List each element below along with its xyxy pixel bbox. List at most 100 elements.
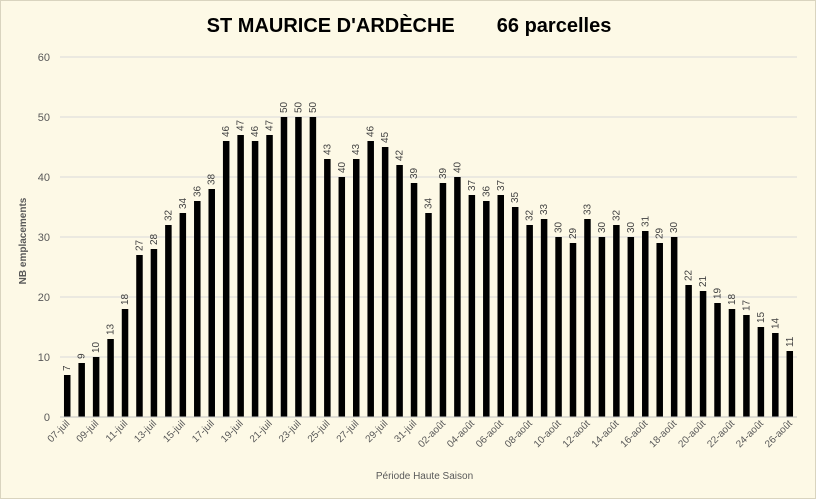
data-label: 40: [452, 161, 463, 173]
data-label: 50: [279, 101, 290, 113]
bar: [179, 213, 187, 417]
bars: [63, 117, 794, 417]
x-tick-label: 02-août: [416, 418, 448, 450]
data-label: 50: [293, 101, 304, 113]
data-label: 27: [134, 239, 145, 251]
data-label: 37: [467, 179, 478, 191]
data-label: 19: [713, 287, 724, 299]
x-tick-label: 15-juil: [161, 418, 188, 445]
data-label: 13: [106, 323, 117, 335]
x-tick-label: 18-août: [648, 418, 680, 450]
data-label: 30: [669, 221, 680, 233]
x-tick-label: 26-août: [763, 418, 795, 450]
data-label: 30: [626, 221, 637, 233]
data-label: 18: [120, 293, 131, 305]
bar: [526, 225, 533, 417]
data-label: 33: [539, 203, 550, 215]
bar: [613, 225, 620, 417]
x-tick-label: 06-août: [474, 418, 506, 450]
x-tick-label: 21-juil: [248, 418, 275, 445]
bar: [670, 237, 678, 417]
bar: [352, 159, 360, 417]
bar: [251, 141, 259, 417]
x-tick-label: 10-août: [532, 418, 564, 450]
y-tick-label: 40: [38, 172, 50, 184]
bar: [338, 177, 346, 417]
x-tick-label: 12-août: [561, 418, 593, 450]
x-tick-label: 23-juil: [277, 418, 304, 445]
x-tick-label: 24-août: [734, 418, 766, 450]
x-axis-title: Période Haute Saison: [376, 471, 473, 482]
bar: [266, 135, 273, 417]
bar: [280, 117, 288, 417]
bar: [685, 285, 692, 417]
bar: [555, 237, 562, 417]
data-label: 42: [395, 149, 406, 161]
bar: [367, 141, 374, 417]
x-tick-label: 14-août: [590, 418, 622, 450]
bar: [150, 249, 158, 417]
data-label: 14: [770, 317, 781, 329]
data-label: 37: [496, 179, 507, 191]
bar: [381, 147, 389, 417]
data-label: 29: [568, 227, 579, 239]
data-label: 21: [698, 275, 709, 287]
data-label: 17: [741, 299, 752, 311]
y-tick-label: 50: [38, 112, 50, 124]
bar: [309, 117, 317, 417]
x-tick-label: 08-août: [503, 418, 535, 450]
data-label: 22: [684, 269, 695, 281]
x-tick-label: 20-août: [676, 418, 708, 450]
x-tick-label: 04-août: [445, 418, 477, 450]
data-label: 30: [554, 221, 565, 233]
bar: [165, 225, 172, 417]
y-tick-label: 10: [38, 352, 50, 364]
data-label: 28: [149, 233, 160, 245]
bar: [136, 255, 143, 417]
bar: [627, 237, 635, 417]
bar: [324, 159, 331, 417]
bar: [772, 333, 779, 417]
data-label: 29: [655, 227, 666, 239]
bar: [757, 327, 765, 417]
y-tick-label: 0: [44, 412, 50, 424]
bar: [728, 309, 736, 417]
bar: [78, 363, 85, 417]
data-label: 31: [640, 215, 651, 227]
x-tick-label: 13-juil: [132, 418, 159, 445]
bar: [656, 243, 663, 417]
x-tick-label: 31-juil: [393, 418, 420, 445]
data-label: 18: [727, 293, 738, 305]
y-axis-title: NB emplacements: [18, 197, 29, 284]
data-label: 11: [785, 336, 796, 347]
bar: [569, 243, 577, 417]
data-label: 39: [438, 167, 449, 179]
bar: [396, 165, 403, 417]
y-tick-label: 30: [38, 232, 50, 244]
data-label: 36: [481, 185, 492, 197]
x-tick-label: 17-juil: [190, 418, 217, 445]
data-label: 35: [510, 191, 521, 203]
data-label: 15: [756, 311, 767, 323]
bar: [63, 375, 71, 417]
x-axis-ticks: 07-juil 09-juil 11-juil 13-juil 15-juil 17-ju…: [46, 418, 795, 450]
bar: [642, 231, 649, 417]
bar: [194, 201, 201, 417]
data-label: 7: [62, 365, 73, 371]
data-label: 34: [178, 197, 189, 209]
bar: [208, 189, 215, 417]
bar: [743, 315, 750, 417]
chart-title: ST MAURICE D'ARDÈCHE 66 parcelles: [1, 15, 816, 41]
bar: [425, 213, 432, 417]
x-tick-label: 19-juil: [219, 418, 246, 445]
bar: [439, 183, 447, 417]
chart-subtitle: 66 parcelles: [496, 15, 612, 37]
bar: [584, 219, 591, 417]
x-tick-label: 22-août: [705, 418, 737, 450]
bar: [598, 237, 606, 417]
bar: [540, 219, 548, 417]
bar: [295, 117, 302, 417]
data-label: 32: [163, 209, 174, 221]
